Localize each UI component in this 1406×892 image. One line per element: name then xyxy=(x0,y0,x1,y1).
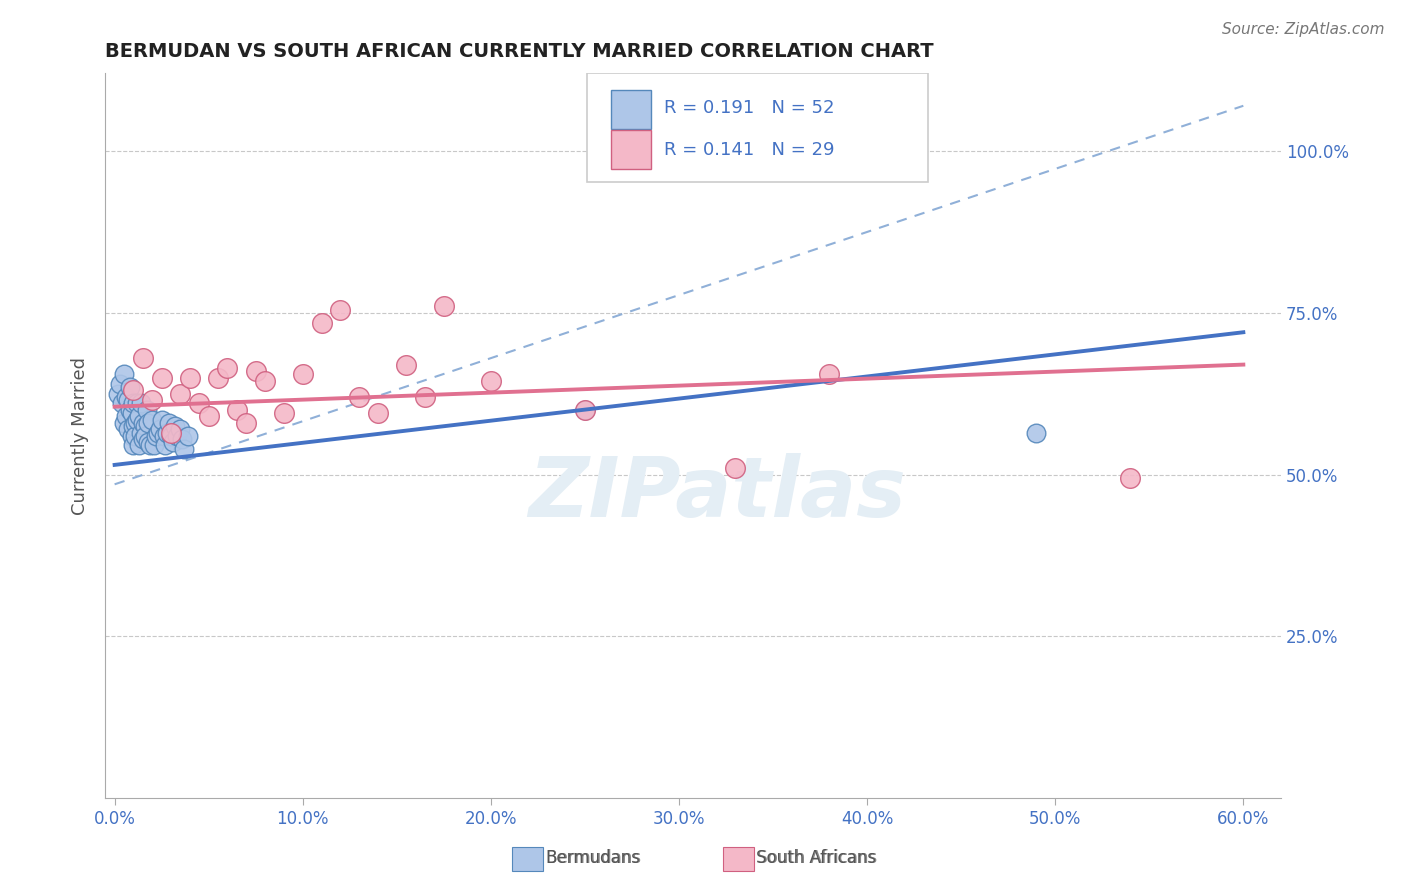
Point xyxy=(122,384,145,398)
Point xyxy=(135,403,157,417)
Point xyxy=(127,396,149,410)
Point xyxy=(107,386,129,401)
Point xyxy=(197,409,219,424)
Point xyxy=(574,403,596,417)
Point xyxy=(122,438,145,452)
Point xyxy=(207,370,229,384)
Point xyxy=(122,419,145,434)
Point xyxy=(225,403,247,417)
Point xyxy=(273,406,295,420)
Point xyxy=(117,422,139,436)
Text: ■  South Africans: ■ South Africans xyxy=(731,849,877,867)
Point xyxy=(111,396,134,410)
Point xyxy=(143,438,166,452)
Point xyxy=(235,416,257,430)
Point xyxy=(155,438,177,452)
Point xyxy=(112,368,135,382)
Point xyxy=(1025,425,1047,440)
Point xyxy=(818,368,841,382)
Point xyxy=(152,429,174,443)
Point xyxy=(1119,471,1142,485)
Point xyxy=(413,390,436,404)
Point xyxy=(128,409,150,424)
Point xyxy=(179,370,201,384)
Text: R = 0.141   N = 29: R = 0.141 N = 29 xyxy=(664,141,834,160)
Point xyxy=(146,425,169,440)
Point xyxy=(169,386,191,401)
Y-axis label: Currently Married: Currently Married xyxy=(72,357,89,515)
Point xyxy=(115,409,138,424)
Point xyxy=(150,412,173,426)
Text: Source: ZipAtlas.com: Source: ZipAtlas.com xyxy=(1222,22,1385,37)
Text: R = 0.191   N = 52: R = 0.191 N = 52 xyxy=(664,99,834,117)
Point xyxy=(479,374,502,388)
Point xyxy=(169,422,191,436)
Point xyxy=(166,429,188,443)
Text: Bermudans: Bermudans xyxy=(546,849,640,867)
Point xyxy=(347,390,370,404)
Point xyxy=(124,429,146,443)
Point xyxy=(118,403,141,417)
Point xyxy=(162,435,184,450)
Point xyxy=(132,351,155,365)
Point xyxy=(129,396,152,410)
Point xyxy=(291,368,314,382)
Point xyxy=(433,299,456,313)
Point xyxy=(160,429,183,443)
Point xyxy=(173,442,195,456)
Point xyxy=(122,396,145,410)
Point xyxy=(138,435,160,450)
Point xyxy=(129,425,152,440)
Point xyxy=(329,302,352,317)
Point xyxy=(157,416,180,430)
Point xyxy=(311,316,333,330)
Point xyxy=(145,429,167,443)
Text: ZIPatlas: ZIPatlas xyxy=(527,453,905,534)
Point xyxy=(245,364,267,378)
Point xyxy=(141,412,163,426)
FancyBboxPatch shape xyxy=(610,130,651,169)
Point xyxy=(177,429,200,443)
Point xyxy=(188,396,211,410)
Text: South Africans: South Africans xyxy=(756,849,876,867)
Point xyxy=(217,360,239,375)
Point xyxy=(574,403,596,417)
Point xyxy=(172,432,194,446)
Point xyxy=(110,377,132,392)
Text: BERMUDAN VS SOUTH AFRICAN CURRENTLY MARRIED CORRELATION CHART: BERMUDAN VS SOUTH AFRICAN CURRENTLY MARR… xyxy=(105,42,934,61)
Point xyxy=(254,374,277,388)
Point xyxy=(163,419,186,434)
Point xyxy=(128,438,150,452)
Point xyxy=(127,412,149,426)
Point xyxy=(395,358,418,372)
Point xyxy=(115,390,138,404)
Point xyxy=(150,370,173,384)
Point xyxy=(139,438,162,452)
Point xyxy=(156,425,179,440)
Point xyxy=(141,393,163,408)
Point xyxy=(124,416,146,430)
Point xyxy=(121,406,143,420)
Point xyxy=(149,422,172,436)
Point xyxy=(724,461,747,475)
Point xyxy=(112,416,135,430)
Point xyxy=(134,419,156,434)
Point xyxy=(121,429,143,443)
Point xyxy=(132,432,155,446)
Point xyxy=(134,429,156,443)
Point xyxy=(117,393,139,408)
Point xyxy=(132,416,155,430)
Point xyxy=(160,425,183,440)
Point xyxy=(118,380,141,394)
Point xyxy=(367,406,389,420)
Point xyxy=(138,416,160,430)
FancyBboxPatch shape xyxy=(588,73,928,182)
Text: ■  Bermudans: ■ Bermudans xyxy=(520,849,641,867)
FancyBboxPatch shape xyxy=(610,90,651,129)
